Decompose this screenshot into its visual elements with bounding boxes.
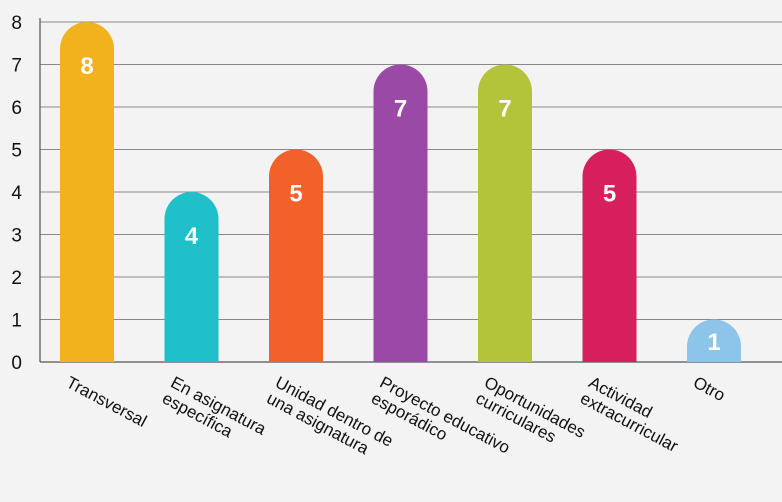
data-label: 4 [185,223,199,250]
y-tick-label: 6 [11,98,22,119]
data-label: 5 [603,181,616,208]
y-tick-label: 3 [11,226,22,247]
y-tick-label: 8 [11,13,22,34]
bar [269,149,323,362]
y-tick-label: 7 [11,56,22,77]
y-axis: 0 1 2 3 4 5 6 7 8 [11,13,41,374]
x-tick-label: Transversal [63,373,150,431]
bar [60,22,114,362]
x-tick-label: Unidad dentro deuna asignatura [264,373,397,467]
bar [478,64,532,362]
data-label: 1 [707,329,720,356]
data-label: 7 [498,96,511,123]
y-tick-label: 4 [11,183,22,204]
x-tick-label-line: Otro [690,373,728,405]
x-tick-label: En asignaturaespecífica [159,373,269,455]
x-axis-labels: Transversal En asignaturaespecífica Unidad… [63,373,728,467]
bar [164,192,219,362]
data-label: 7 [394,96,407,123]
data-label: 8 [80,53,93,80]
x-tick-label: Otro [690,373,728,405]
y-tick-label: 5 [11,141,22,162]
y-tick-label: 0 [11,353,22,374]
y-tick-label: 2 [11,268,22,289]
bar [373,64,428,362]
bar [582,149,637,362]
x-tick-label-line: Transversal [63,373,150,431]
data-label: 5 [289,181,302,208]
bars: 8 4 5 7 7 5 1 [60,22,741,362]
y-tick-label: 1 [11,311,22,332]
bar [687,319,741,362]
x-tick-label: Actividadextracurricular [577,373,690,456]
